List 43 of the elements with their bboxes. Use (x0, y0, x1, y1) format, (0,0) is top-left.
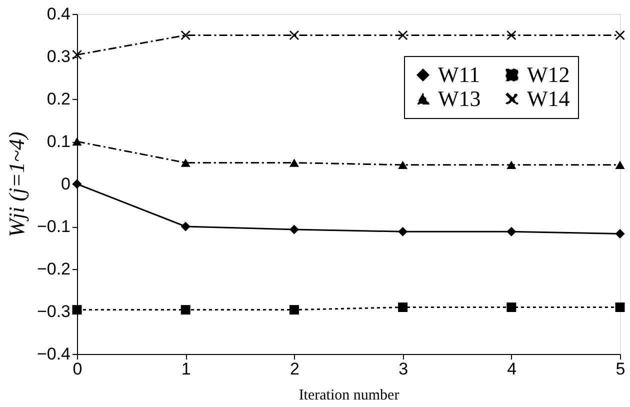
point (506, 160, 516, 169)
legend-label: W12 (527, 62, 570, 87)
x-tick-label: 5 (616, 360, 626, 378)
point (398, 160, 408, 169)
y-tick-label: 0.1 (46, 132, 70, 151)
y-tick-label: 0.2 (46, 90, 70, 108)
point (615, 228, 625, 238)
point (180, 30, 190, 40)
point (72, 305, 82, 315)
legend-label: W11 (438, 62, 480, 87)
point (289, 305, 299, 315)
y-tick-label: 0.4 (46, 4, 70, 24)
point (398, 226, 408, 236)
point (180, 305, 190, 315)
y-tick-label: −0.2 (36, 260, 70, 278)
point (615, 302, 625, 312)
x-tick-label: 0 (72, 360, 82, 378)
x-tick-label: 1 (181, 360, 191, 378)
point (615, 160, 625, 169)
x-axis-title: Iteration number (298, 388, 400, 404)
y-tick-label: −0.3 (36, 302, 70, 321)
y-tick-label: −0.1 (36, 217, 70, 236)
point (180, 158, 190, 167)
point (615, 30, 625, 40)
point (506, 226, 516, 236)
x-tick-label: 4 (507, 360, 517, 378)
point (398, 302, 408, 312)
y-axis-title: Wji (j=1~4) (4, 132, 29, 238)
x-tick-label: 2 (290, 360, 300, 378)
point (289, 30, 299, 40)
point (72, 137, 82, 146)
y-tick-label: 0.3 (46, 47, 70, 66)
point (506, 302, 516, 312)
legend-label: W13 (438, 86, 481, 111)
y-tick-label: −0.4 (36, 344, 70, 364)
y-tick-label: 0 (61, 174, 70, 194)
legend-label: W14 (527, 86, 570, 111)
x-tick-label: 3 (398, 360, 408, 378)
point (72, 50, 82, 60)
point (289, 224, 299, 234)
point (180, 222, 190, 232)
point (289, 158, 299, 167)
point (506, 30, 516, 40)
